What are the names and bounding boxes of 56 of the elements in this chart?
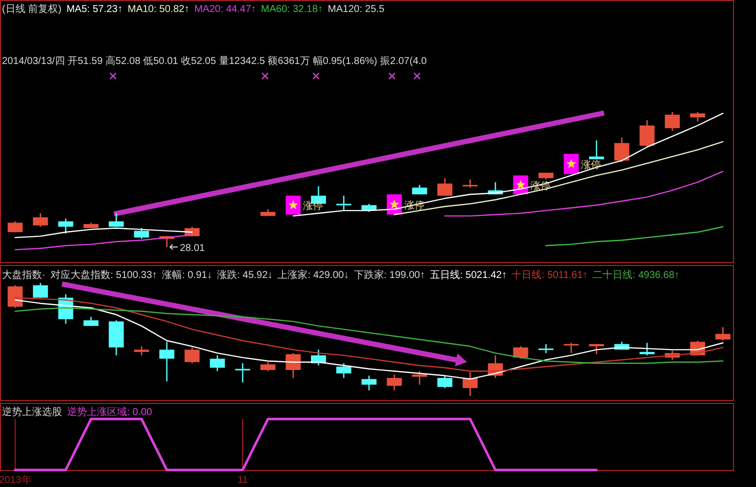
candlestick — [513, 346, 528, 360]
chart-title: 逆势上涨选股 — [2, 406, 62, 418]
text: 涨跌: 45.92↓ — [217, 269, 273, 281]
candlestick — [386, 374, 402, 391]
candlestick — [260, 361, 276, 372]
candlestick — [715, 326, 730, 342]
text: 对应大盘指数: 5100.33↑ — [50, 269, 158, 281]
legend-label: MA120: 25.5 — [328, 4, 385, 15]
candlestick — [640, 119, 655, 148]
candlestick — [437, 375, 452, 389]
candlestick — [184, 346, 200, 364]
text: 涨幅: 0.91↓ — [162, 269, 212, 281]
candlestick — [58, 218, 74, 234]
candlestick — [690, 111, 706, 122]
candlestick — [32, 212, 48, 228]
candlestick — [32, 282, 48, 298]
candlestick — [286, 352, 301, 379]
candlestick — [235, 362, 250, 384]
candlestick — [589, 140, 604, 160]
text: MA10: 50.82↑ — [128, 4, 190, 15]
x-tick-label: 2013年 — [0, 474, 32, 486]
candlestick — [564, 342, 579, 354]
series-label: 逆势上涨区域: 0.00 — [67, 406, 152, 418]
text: 十日线: 5011.61↑ — [512, 269, 588, 281]
candlestick — [664, 111, 680, 132]
candlestick — [134, 227, 150, 240]
candlestick — [614, 137, 630, 163]
text: 二十日线: 4936.68↑ — [592, 269, 680, 281]
chart-title: 大盘指数· — [2, 269, 46, 281]
candlestick — [462, 372, 478, 397]
text: 涨停 — [303, 201, 324, 212]
candlestick — [437, 178, 452, 196]
candlestick — [134, 346, 150, 356]
candlestick — [108, 212, 124, 228]
candlestick — [159, 341, 174, 382]
candlestick — [589, 343, 604, 355]
candlestick — [412, 370, 428, 386]
candlestick — [336, 362, 352, 379]
candlestick — [412, 184, 428, 195]
candlestick — [362, 375, 377, 391]
text: MA60: 32.18↑ — [261, 4, 323, 15]
candlestick — [8, 284, 23, 309]
text: 下跌家: 199.00↑ — [354, 269, 425, 281]
text: MA5: 57.23↑ — [66, 4, 123, 15]
candlestick — [83, 316, 98, 327]
candlestick — [538, 343, 554, 354]
candlestick — [210, 354, 225, 372]
text: 上涨家: 429.00↓ — [278, 269, 349, 281]
text: 28.01 — [180, 243, 205, 254]
x-tick-label: 11 — [237, 475, 248, 486]
chart-title: (日线 前复权) — [2, 3, 62, 15]
candlestick — [462, 178, 478, 188]
candlestick — [336, 195, 352, 212]
chart-subtitle: 2014/03/13/四 开51.59 高52.08 低50.01 收52.05 量12342.5 额6361万 幅0.95(1.86%) 振2.07(4.0 — [2, 55, 428, 67]
text: MA20: 44.47↑ — [194, 4, 256, 15]
text: 五日线: 5021.42↑ — [430, 269, 507, 281]
